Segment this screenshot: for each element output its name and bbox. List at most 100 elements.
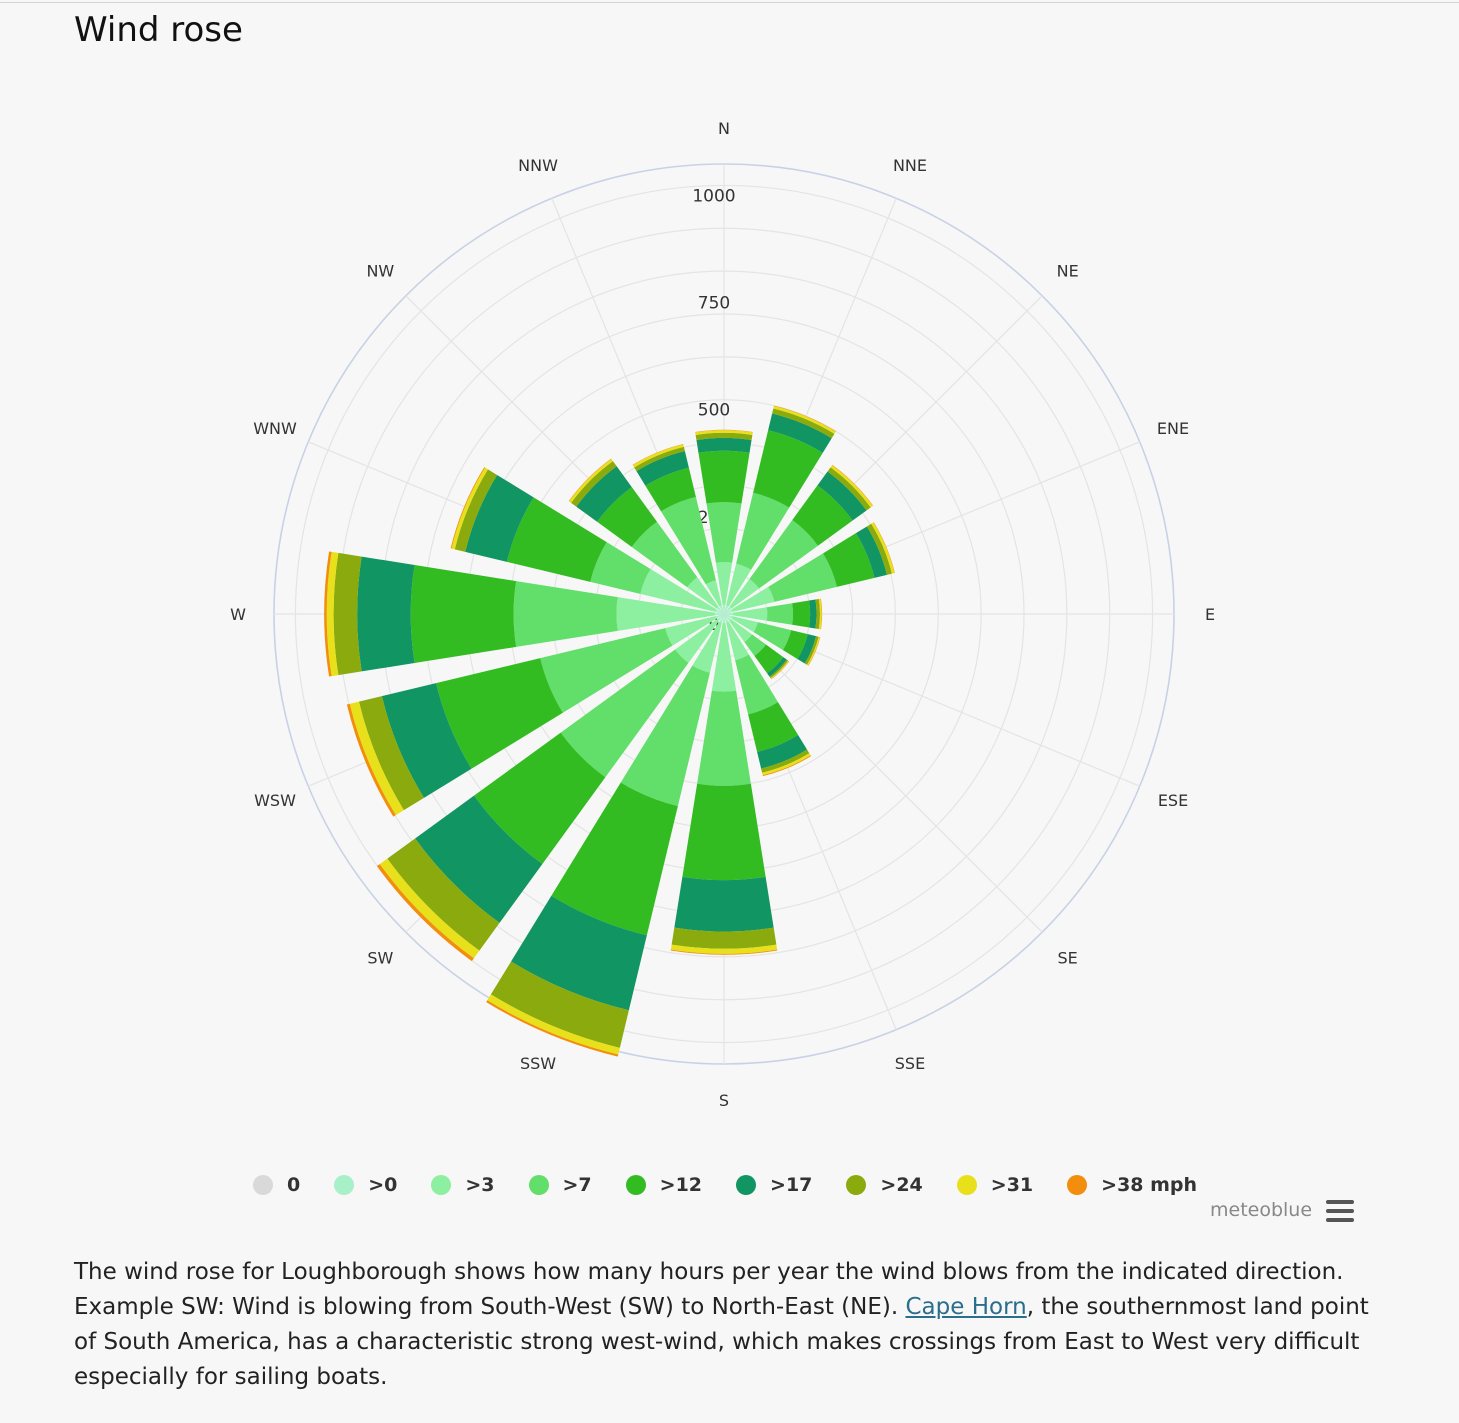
sector-E-17[interactable] — [809, 599, 817, 629]
sector-NW-24[interactable] — [571, 461, 617, 507]
sector-N-31[interactable] — [695, 430, 753, 435]
sector-NE-17[interactable] — [817, 471, 867, 521]
sector-NW-31[interactable] — [569, 459, 613, 503]
sector-NNE-17[interactable] — [768, 413, 832, 453]
sector-SW-7[interactable] — [560, 649, 689, 778]
sector-ENE-31[interactable] — [871, 522, 895, 574]
meteoblue-brand[interactable]: meteoblue — [1210, 1199, 1313, 1221]
sector-N-24[interactable] — [695, 432, 753, 441]
sector-SE-17[interactable] — [767, 657, 787, 677]
sector-E-38mph[interactable] — [820, 598, 823, 630]
sector-W-3[interactable] — [616, 597, 716, 631]
sector-NE-3[interactable] — [729, 578, 760, 609]
sector-W-7[interactable] — [513, 581, 618, 647]
sector-W-12[interactable] — [410, 564, 517, 664]
sector-SSE-7[interactable] — [735, 654, 778, 715]
sector-SE-7[interactable] — [744, 634, 766, 656]
sector-ESE-17[interactable] — [797, 634, 817, 664]
legend-item[interactable]: >12 — [625, 1174, 702, 1196]
sector-SW-17[interactable] — [415, 795, 543, 923]
sector-ESE-0[interactable] — [724, 614, 733, 619]
sector-N-38mph[interactable] — [695, 429, 753, 433]
sector-N-0[interactable] — [722, 605, 726, 614]
sector-ENE-17[interactable] — [855, 526, 887, 578]
sector-NNW-31[interactable] — [632, 444, 684, 468]
sector-W-17[interactable] — [357, 556, 415, 672]
sector-S-31[interactable] — [670, 944, 778, 954]
sector-N-7[interactable] — [706, 502, 742, 563]
sector-WNW-3[interactable] — [640, 568, 717, 612]
sector-NE-7[interactable] — [749, 520, 818, 589]
sector-S-3[interactable] — [711, 622, 737, 692]
sector-NE-31[interactable] — [830, 465, 873, 508]
sector-SE-24[interactable] — [769, 659, 789, 679]
sector-ENE-3[interactable] — [731, 586, 775, 612]
sector-SSW-24[interactable] — [490, 961, 629, 1048]
sector-SSW-12[interactable] — [551, 782, 678, 936]
sector-NW-3[interactable] — [687, 577, 719, 609]
sector-SE-0[interactable] — [724, 614, 732, 622]
sector-ENE-12[interactable] — [823, 533, 875, 587]
sector-WNW-7[interactable] — [590, 542, 651, 594]
sector-NNW-12[interactable] — [645, 467, 696, 512]
sector-NNE-3[interactable] — [726, 563, 752, 607]
sector-NNE-31[interactable] — [773, 406, 836, 434]
sector-SSE-0[interactable] — [724, 614, 729, 623]
sector-SSW-0[interactable] — [719, 614, 724, 623]
sector-S-17[interactable] — [674, 876, 774, 932]
sector-E-3[interactable] — [732, 607, 768, 621]
sector-SW-24[interactable] — [387, 838, 500, 951]
sector-WSW-24[interactable] — [358, 696, 424, 811]
sector-SE-31[interactable] — [770, 660, 789, 679]
sector-WSW-31[interactable] — [349, 701, 404, 816]
legend-item[interactable]: >38 mph — [1067, 1174, 1197, 1196]
sector-E-12[interactable] — [792, 600, 811, 628]
sector-SSE-3[interactable] — [726, 621, 749, 661]
sector-WSW-38mph[interactable] — [346, 703, 396, 817]
sector-ESE-12[interactable] — [782, 630, 808, 660]
sector-ENE-0[interactable] — [724, 609, 733, 614]
sector-ESE-31[interactable] — [806, 636, 820, 666]
sector-SW-12[interactable] — [474, 732, 606, 864]
sector-NNW-0[interactable] — [719, 605, 724, 614]
sector-S-38mph[interactable] — [670, 949, 778, 955]
sector-WSW-7[interactable] — [540, 628, 673, 713]
sector-SSW-3[interactable] — [692, 621, 722, 673]
sector-W-38mph[interactable] — [324, 551, 332, 677]
sector-WNW-24[interactable] — [454, 469, 498, 552]
sector-SE-12[interactable] — [754, 644, 784, 674]
sector-NE-12[interactable] — [792, 485, 853, 546]
sector-WSW-17[interactable] — [381, 683, 472, 798]
legend-item[interactable]: >3 — [431, 1174, 495, 1196]
sector-W-24[interactable] — [333, 552, 362, 676]
sector-S-7[interactable] — [697, 690, 751, 786]
sector-NW-12[interactable] — [597, 487, 657, 547]
sector-SSE-17[interactable] — [757, 734, 808, 769]
sector-WSW-12[interactable] — [436, 658, 563, 769]
sector-NE-24[interactable] — [827, 467, 871, 511]
legend-item[interactable]: >17 — [736, 1174, 812, 1196]
sector-N-17[interactable] — [696, 437, 752, 453]
sector-W-0[interactable] — [715, 612, 724, 616]
sector-SSW-17[interactable] — [511, 895, 647, 1011]
sector-E-7[interactable] — [766, 603, 793, 625]
sector-NNW-17[interactable] — [636, 451, 689, 486]
sector-NW-0[interactable] — [716, 606, 724, 614]
sector-WSW-0[interactable] — [715, 614, 724, 619]
sector-ENE-24[interactable] — [866, 523, 892, 575]
sector-WNW-12[interactable] — [506, 497, 607, 582]
legend-item[interactable]: >31 — [956, 1174, 1033, 1196]
sector-SW-38mph[interactable] — [376, 864, 474, 962]
sector-WNW-17[interactable] — [465, 474, 534, 562]
sector-NNW-3[interactable] — [705, 580, 722, 607]
sector-S-24[interactable] — [671, 927, 777, 949]
legend-item[interactable]: >24 — [846, 1174, 923, 1196]
sector-SSW-7[interactable] — [620, 665, 710, 807]
cape-horn-link[interactable]: Cape Horn — [905, 1294, 1027, 1320]
sector-NNE-7[interactable] — [736, 492, 790, 570]
sector-N-12[interactable] — [698, 450, 750, 504]
sector-E-31[interactable] — [818, 598, 822, 630]
sector-SSE-38mph[interactable] — [762, 755, 812, 777]
hamburger-icon[interactable] — [1318, 1194, 1360, 1228]
sector-NNE-12[interactable] — [753, 430, 823, 508]
